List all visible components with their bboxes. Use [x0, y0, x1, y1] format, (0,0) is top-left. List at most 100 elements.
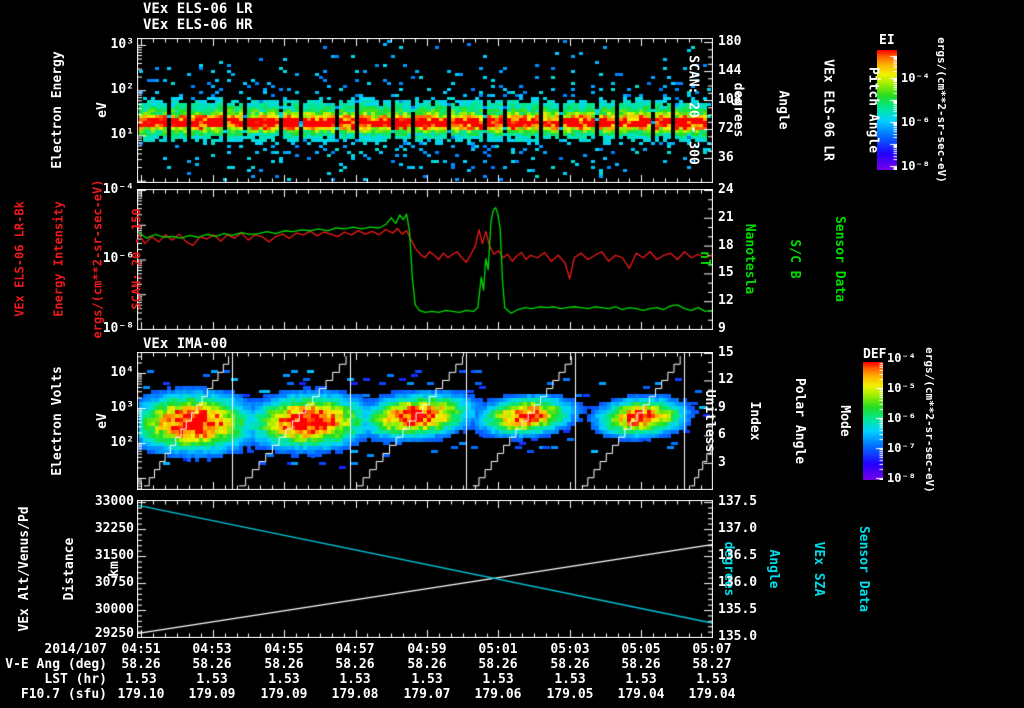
table-value: 179.08	[331, 687, 379, 702]
mag-right-tick: 24	[718, 182, 734, 197]
els-spectrogram-canvas	[137, 38, 713, 183]
axis-label-line: Index	[747, 401, 762, 441]
ima-right-tick: 6	[718, 427, 726, 442]
mag-right-tick: 15	[718, 265, 734, 280]
time-axis-label: 05:07	[692, 642, 732, 657]
eflux-colorbar-units: ergs/(cm**2-sr-sec-eV)	[935, 37, 948, 183]
table-value: 1.53	[339, 672, 371, 687]
mag-right-tick: 18	[718, 238, 734, 253]
els-right-tick: 144	[718, 63, 742, 78]
def-colorbar-tick: 10⁻⁴	[887, 351, 916, 365]
els-left-tick: 10¹	[110, 127, 134, 142]
table-value: 58.26	[550, 657, 590, 672]
axis-label-line: Polar Angle	[792, 377, 807, 465]
ima-left-tick: 10³	[110, 400, 134, 415]
date-label: 2014/107	[44, 642, 107, 657]
els-title-hr: VEx ELS-06 HR	[143, 17, 253, 33]
axis-label-line: VEx ELS-06 LR	[820, 59, 836, 161]
def-colorbar-title: DEF	[863, 347, 887, 362]
table-value: 58.26	[121, 657, 161, 672]
eflux-colorbar-tick: 10⁻⁴	[901, 71, 930, 85]
els-left-axis-label: Electron Energy eV	[20, 51, 140, 168]
table-value: 179.09	[260, 687, 308, 702]
table-value: 58.26	[407, 657, 447, 672]
eflux-colorbar-tick: 10⁻⁸	[901, 159, 930, 173]
axis-label-line: Electron Energy	[50, 51, 65, 169]
eph-left-tick: 33000	[94, 494, 134, 509]
def-colorbar-tick: 10⁻⁵	[887, 381, 916, 395]
table-value: 179.06	[474, 687, 522, 702]
axis-label-line: Pitch Angle	[865, 66, 881, 154]
mag-left-tick: 10⁻⁴	[102, 182, 134, 197]
table-value: 179.07	[403, 687, 451, 702]
eph-left-tick: 32250	[94, 521, 134, 536]
eflux-colorbar-tick: 10⁻⁶	[901, 115, 930, 129]
table-value: 1.53	[625, 672, 657, 687]
ima-right-tick: 3	[718, 455, 726, 470]
def-colorbar	[863, 362, 883, 480]
eph-right-tick: 135.5	[718, 602, 758, 617]
mag-right-tick: 9	[718, 321, 726, 336]
mag-right-tick: 12	[718, 293, 734, 308]
mag-left-tick: 10⁻⁶	[102, 251, 134, 266]
eph-left-tick: 29250	[94, 626, 134, 641]
time-axis-label: 05:05	[621, 642, 661, 657]
table-value: 58.26	[335, 657, 375, 672]
table-value: 179.04	[617, 687, 665, 702]
ima-spectrogram-canvas	[137, 352, 713, 490]
table-value: 1.53	[196, 672, 228, 687]
table-value: 58.27	[692, 657, 732, 672]
eph-right-tick: 135.0	[718, 629, 758, 644]
table-value: 1.53	[696, 672, 728, 687]
els-right-tick: 36	[718, 150, 734, 165]
eph-right-tick: 137.0	[718, 521, 758, 536]
time-axis-label: 05:03	[550, 642, 590, 657]
axis-label-line: Nanotesla	[742, 223, 757, 295]
axis-label-line: VEx SZA	[811, 541, 826, 597]
table-value: 179.10	[117, 687, 165, 702]
time-axis-label: 04:59	[407, 642, 447, 657]
table-value: 58.26	[478, 657, 518, 672]
def-colorbar-units: ergs/(cm**2-sr-sec-eV)	[923, 347, 936, 493]
axis-label-line: Sensor Data	[856, 525, 871, 613]
table-value: 58.26	[192, 657, 232, 672]
table-value: 1.53	[411, 672, 443, 687]
els-right-tick: 108	[718, 92, 742, 107]
els-right-tick: 180	[718, 34, 742, 49]
def-colorbar-tick: 10⁻⁸	[887, 471, 916, 485]
axis-label-line: eV	[95, 102, 110, 118]
mag-right-tick: 21	[718, 210, 734, 225]
mag-right-axis-label: Sensor Data S/C B Nanotesla nT	[667, 216, 877, 302]
eph-left-tick: 31500	[94, 548, 134, 563]
table-value: 1.53	[482, 672, 514, 687]
table-value: 179.05	[546, 687, 594, 702]
eph-left-tick: 30750	[94, 575, 134, 590]
els-left-tick: 10²	[110, 82, 134, 97]
axis-label-line: S/C B	[787, 239, 802, 279]
axis-label-line: degrees	[721, 541, 736, 597]
def-colorbar-tick: 10⁻⁷	[887, 441, 916, 455]
els-title-lr: VEx ELS-06 LR	[143, 1, 253, 17]
time-axis-label: 04:55	[264, 642, 304, 657]
table-row-label: LST (hr)	[44, 672, 107, 687]
intensity-bfield-line-canvas	[137, 189, 713, 330]
table-value: 58.26	[264, 657, 304, 672]
eph-left-tick: 30000	[94, 602, 134, 617]
mag-left-tick: 10⁻⁸	[102, 321, 134, 336]
table-value: 1.53	[125, 672, 157, 687]
ima-title: VEx IMA-00	[143, 336, 228, 352]
eph-right-tick: 136.5	[718, 548, 758, 563]
ima-left-tick: 10²	[110, 435, 134, 450]
table-value: 58.26	[621, 657, 661, 672]
time-axis-label: 04:53	[192, 642, 232, 657]
table-row-label: V-E Ang (deg)	[5, 657, 107, 672]
ima-right-axis-label: Mode Polar Angle Index Unitless	[672, 378, 882, 464]
eph-right-tick: 136.0	[718, 575, 758, 590]
def-colorbar-tick: 10⁻⁶	[887, 411, 916, 425]
ephemeris-line-canvas	[137, 500, 713, 638]
table-value: 1.53	[554, 672, 586, 687]
axis-label-line: eV	[95, 413, 110, 429]
els-left-tick: 10³	[110, 37, 134, 52]
eph-right-tick: 137.5	[718, 494, 758, 509]
